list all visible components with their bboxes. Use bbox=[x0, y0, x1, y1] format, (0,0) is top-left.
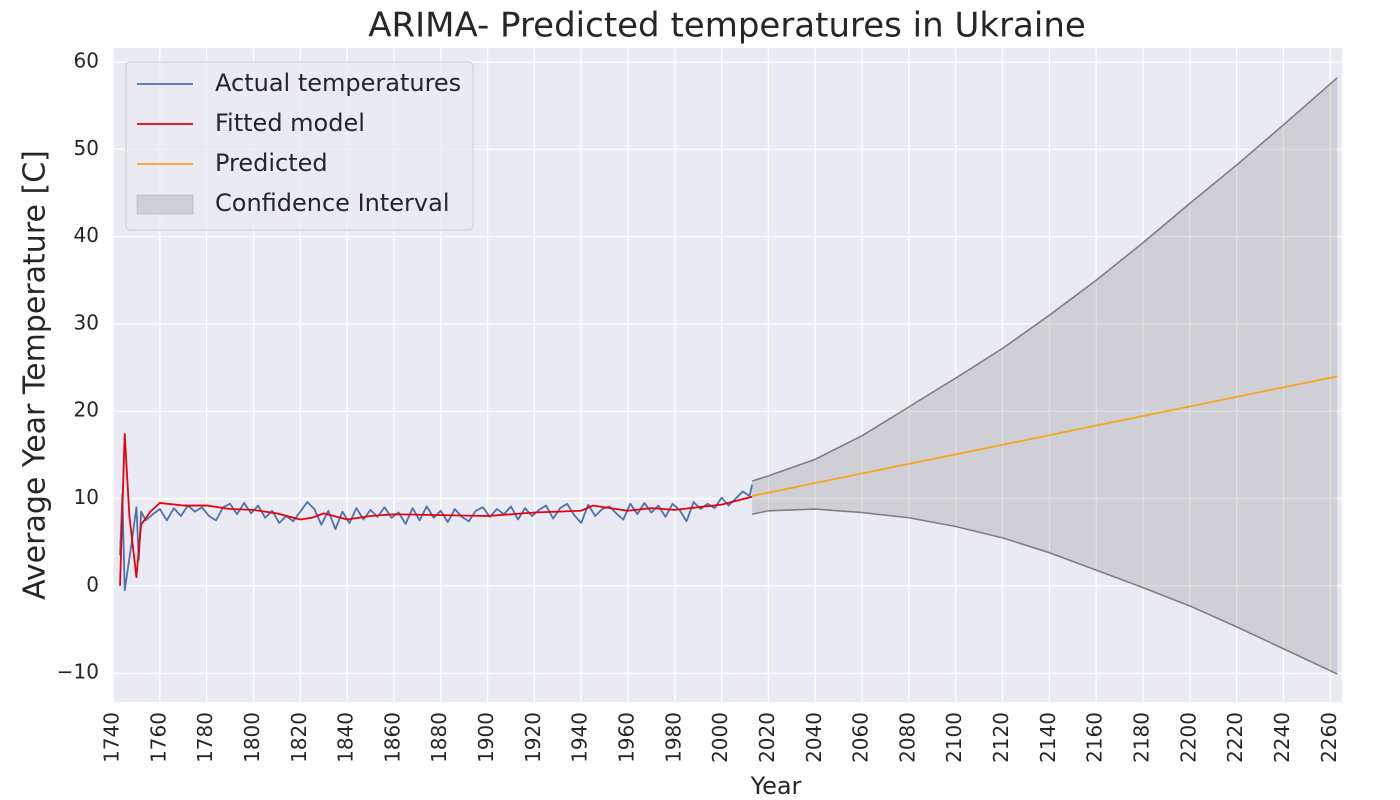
marks bbox=[119, 77, 1338, 675]
x-tick-label: 2240 bbox=[1270, 712, 1294, 763]
x-axis-label: Year bbox=[750, 772, 802, 800]
x-tick-label: 2080 bbox=[895, 712, 919, 763]
x-tick-label: 1800 bbox=[240, 712, 264, 763]
y-tick-label: 40 bbox=[74, 223, 99, 247]
x-tick-label: 1940 bbox=[568, 712, 592, 763]
series-line bbox=[119, 433, 753, 586]
confidence-upper-edge bbox=[751, 77, 1338, 482]
x-tick-label: 2020 bbox=[755, 712, 779, 763]
y-tick-label: −10 bbox=[57, 660, 99, 684]
x-tick-label: 2180 bbox=[1130, 712, 1154, 763]
x-tick-label: 1900 bbox=[474, 712, 498, 763]
legend-label: Predicted bbox=[215, 149, 328, 177]
legend-label: Confidence Interval bbox=[215, 189, 449, 217]
x-tick-label: 1920 bbox=[521, 712, 545, 763]
y-tick-label: 20 bbox=[74, 398, 99, 422]
x-tick-label: 2120 bbox=[989, 712, 1013, 763]
x-tick-label: 2200 bbox=[1176, 712, 1200, 763]
x-tick-label: 2260 bbox=[1317, 712, 1341, 763]
y-tick-label: 0 bbox=[86, 572, 99, 596]
y-tick-label: 10 bbox=[74, 485, 99, 509]
x-tick-label: 2000 bbox=[708, 712, 732, 763]
confidence-band bbox=[752, 77, 1338, 675]
x-tick-label: 1980 bbox=[661, 712, 685, 763]
y-tick-label: 30 bbox=[74, 310, 99, 334]
y-tick-label: 60 bbox=[74, 48, 99, 72]
chart-title: ARIMA- Predicted temperatures in Ukraine bbox=[368, 6, 1086, 46]
x-tick-label: 1840 bbox=[334, 712, 358, 763]
x-tick-label: 1820 bbox=[287, 712, 311, 763]
confidence-lower-edge bbox=[751, 508, 1338, 675]
x-tick-label: 2160 bbox=[1083, 712, 1107, 763]
x-tick-label: 2100 bbox=[942, 712, 966, 763]
x-tick-label: 1780 bbox=[193, 712, 217, 763]
legend-label: Fitted model bbox=[215, 109, 365, 137]
labels: 1740 1760 1780 1800 1820 1840 1860 1880 1900 1920… bbox=[57, 48, 1341, 762]
x-tick-label: 1860 bbox=[380, 712, 404, 763]
x-tick-label: 1960 bbox=[615, 712, 639, 763]
x-tick-label: 1740 bbox=[100, 712, 124, 763]
legend-label: Actual temperatures bbox=[215, 69, 461, 97]
x-tick-label: 2060 bbox=[849, 712, 873, 763]
series-line bbox=[119, 484, 753, 592]
x-tick-label: 2220 bbox=[1223, 712, 1247, 763]
y-axis-label: Average Year Temperature [C] bbox=[18, 150, 53, 600]
x-tick-label: 1880 bbox=[427, 712, 451, 763]
x-tick-label: 2140 bbox=[1036, 712, 1060, 763]
y-tick-label: 50 bbox=[74, 136, 99, 160]
legend: Actual temperatures Fitted model Predicted… bbox=[125, 61, 474, 231]
series-line bbox=[751, 375, 1338, 497]
legend-swatch bbox=[136, 194, 194, 215]
x-tick-label: 2040 bbox=[802, 712, 826, 763]
x-tick-label: 1760 bbox=[146, 712, 170, 763]
legend-box bbox=[125, 61, 474, 231]
